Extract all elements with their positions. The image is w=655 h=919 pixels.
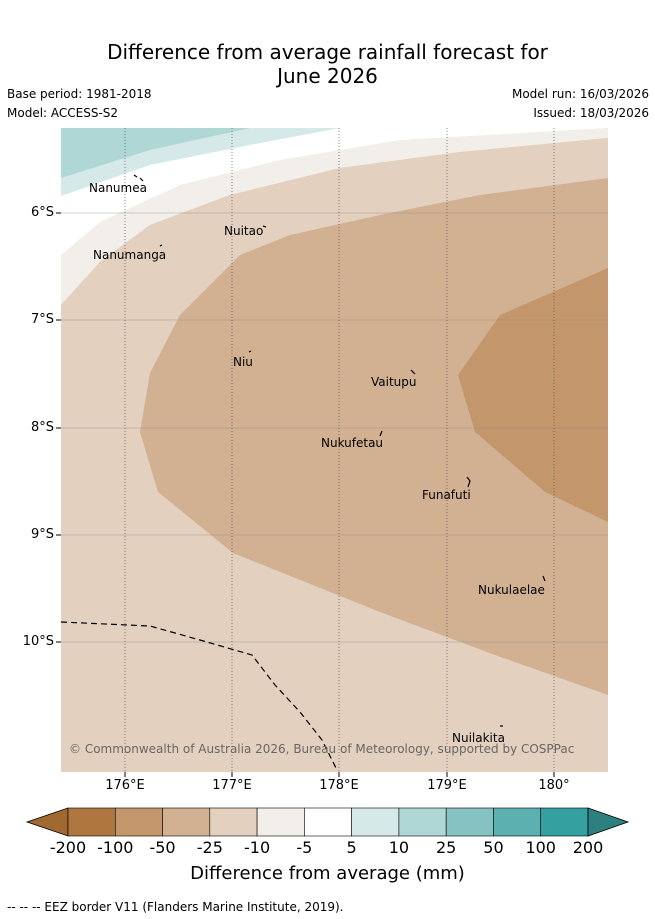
eez-footnote: -- -- -- EEZ border V11 (Flanders Marine…	[7, 900, 344, 914]
colorbar-tick-label: 5	[346, 838, 357, 857]
colorbar-tick-label: 25	[435, 838, 457, 857]
island-label-nuilakita: Nuilakita	[452, 731, 505, 745]
lat-gridlines	[61, 212, 608, 643]
lat-label-6s: 6°S	[30, 205, 54, 220]
lat-label-7s: 7°S	[30, 312, 54, 327]
island-shape-niu	[248, 350, 252, 353]
lon-label-178e: 178°E	[319, 778, 359, 793]
colorbar-box	[398, 807, 447, 837]
colorbar-tick-label: 50	[483, 838, 504, 857]
title-line-2: June 2026	[277, 64, 378, 88]
island-label-nuitao: Nuitao	[224, 224, 264, 238]
colorbar-tick-label: 100	[525, 838, 556, 857]
contour-fill	[61, 128, 608, 772]
colorbar-box	[67, 807, 116, 837]
island-shape-nanumea	[133, 174, 144, 182]
eez-border	[60, 621, 337, 769]
colorbar-tick-label: -100	[97, 838, 134, 857]
lon-label-177e: 177°E	[212, 778, 252, 793]
colorbar-extend-low	[25, 807, 69, 837]
axis-ticks	[56, 212, 555, 777]
colorbar-tick-label: -10	[244, 838, 271, 857]
island-label-nanumanga: Nanumanga	[93, 248, 167, 262]
colorbar-box	[209, 807, 258, 837]
island-label-nukulaelae: Nukulaelae	[478, 583, 545, 597]
colorbar-box	[304, 807, 352, 837]
island-shape-nuitao	[262, 225, 267, 228]
base-period: Base period: 1981-2018	[7, 87, 152, 101]
island-shape-vaitupu	[410, 369, 416, 375]
island-shape-nukulaelae	[542, 575, 546, 582]
lon-label-179e: 179°E	[427, 778, 467, 793]
lon-gridlines	[124, 128, 555, 772]
colorbar-tick-label: -5	[296, 838, 313, 857]
island-shape-nanumanga	[159, 244, 163, 247]
colorbar-box	[256, 807, 305, 837]
colorbar-extend-high	[587, 807, 630, 837]
colorbar-box	[445, 807, 494, 837]
model-name: Model: ACCESS-S2	[7, 106, 119, 120]
colorbar-box	[351, 807, 400, 837]
colorbar-box	[162, 807, 211, 837]
island-label-niu: Niu	[233, 355, 253, 369]
island-label-funafuti: Funafuti	[422, 488, 471, 502]
colorbar-box	[114, 807, 163, 837]
island-label-nukufetau: Nukufetau	[321, 436, 384, 450]
copyright-notice: © Commonwealth of Australia 2026, Bureau…	[69, 742, 575, 756]
lat-label-10s: 10°S	[22, 634, 54, 649]
band-dry-25	[140, 178, 608, 695]
colorbar-box	[493, 807, 542, 837]
island-shape-funafuti	[466, 476, 471, 488]
colorbar-title: Difference from average (mm)	[190, 863, 465, 884]
colorbar-tick-label: -25	[196, 838, 223, 857]
colorbar-box	[540, 807, 589, 837]
island-label-nanumea: Nanumea	[89, 181, 147, 195]
band-dry-10-fill	[61, 138, 608, 772]
colorbar-tick-label: 10	[388, 838, 410, 857]
title-line-1: Difference from average rainfall forecas…	[107, 40, 548, 64]
island-shape-nukufetau	[379, 430, 383, 437]
lon-label-180: 180°	[538, 778, 570, 793]
lat-label-8s: 8°S	[30, 420, 54, 435]
colorbar-tick-label: -200	[49, 838, 87, 857]
lat-label-9s: 9°S	[30, 527, 54, 542]
colorbar-tick-label: -50	[149, 838, 176, 857]
model-run: Model run: 16/03/2026	[511, 87, 649, 101]
band-wet-25	[61, 128, 250, 178]
island-shapes	[133, 174, 546, 727]
lon-label-176e: 176°E	[105, 778, 145, 793]
island-label-vaitupu: Vaitupu	[371, 375, 417, 389]
colorbar-tick-label: 200	[572, 838, 604, 857]
colorbar	[25, 807, 630, 837]
chart-title: Difference from average rainfall forecas…	[0, 40, 655, 88]
band-dry-50	[458, 268, 608, 522]
issued-date: Issued: 18/03/2026	[533, 106, 649, 120]
